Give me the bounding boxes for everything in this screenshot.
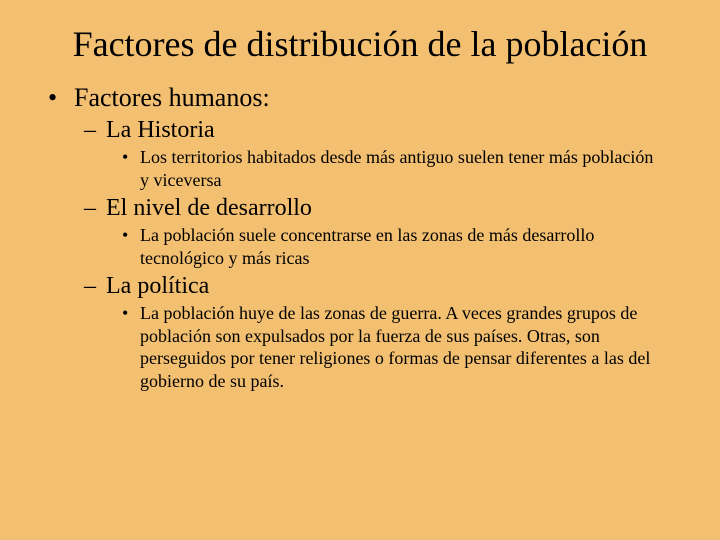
list-item: – El nivel de desarrollo • La población … [48,195,672,269]
bullet-glyph: • [48,83,74,113]
slide-title: Factores de distribución de la población [48,24,672,65]
dash-glyph: – [84,195,106,222]
list-item: – La Historia • Los territorios habitado… [48,117,672,191]
dash-glyph: – [84,117,106,144]
bullet-list-level3: • La población suele concentrarse en las… [48,224,672,269]
bullet-list-level1: • Factores humanos: – La Historia • Los … [48,83,672,392]
level1-text: Factores humanos: [74,83,270,113]
level3-text: La población huye de las zonas de guerra… [140,302,672,392]
list-item: • La población suele concentrarse en las… [48,224,672,269]
list-item: – La política • La población huye de las… [48,273,672,392]
list-item: • Los territorios habitados desde más an… [48,146,672,191]
bullet-list-level3: • Los territorios habitados desde más an… [48,146,672,191]
list-item: • La población huye de las zonas de guer… [48,302,672,392]
bullet-list-level2: – La Historia • Los territorios habitado… [48,117,672,392]
level2-text: El nivel de desarrollo [106,195,312,222]
slide: Factores de distribución de la población… [0,0,720,540]
level3-text: Los territorios habitados desde más anti… [140,146,672,191]
bullet-glyph: • [122,225,140,246]
bullet-list-level3: • La población huye de las zonas de guer… [48,302,672,392]
bullet-glyph: • [122,147,140,168]
level3-text: La población suele concentrarse en las z… [140,224,672,269]
dash-glyph: – [84,273,106,300]
bullet-glyph: • [122,303,140,324]
list-item: • Factores humanos: – La Historia • Los … [48,83,672,392]
level2-text: La política [106,273,209,300]
level2-text: La Historia [106,117,215,144]
